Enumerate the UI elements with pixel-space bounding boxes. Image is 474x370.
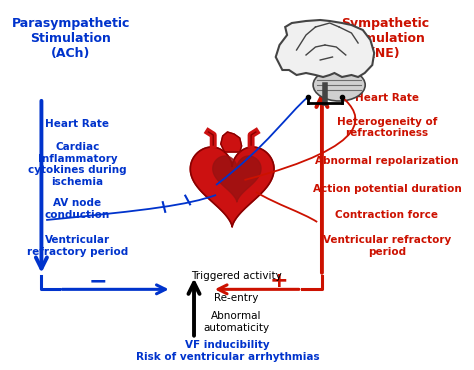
Text: VF inducibility
Risk of ventricular arrhythmias: VF inducibility Risk of ventricular arrh… [136, 340, 319, 361]
Polygon shape [191, 147, 274, 227]
Text: AV node
conduction: AV node conduction [45, 198, 110, 220]
Text: Abnormal repolarization: Abnormal repolarization [315, 156, 459, 166]
Text: Parasympathetic
Stimulation
(ACh): Parasympathetic Stimulation (ACh) [11, 17, 130, 60]
Ellipse shape [313, 69, 365, 101]
Polygon shape [213, 156, 261, 202]
Text: Action potential duration: Action potential duration [313, 184, 461, 194]
Text: Ventricular refractory
period: Ventricular refractory period [323, 235, 451, 257]
Polygon shape [276, 20, 374, 77]
Text: Ventricular
refractory period: Ventricular refractory period [27, 235, 128, 257]
Text: −: − [88, 271, 107, 291]
Text: Abnormal
automaticity: Abnormal automaticity [204, 311, 270, 333]
Text: Heart Rate: Heart Rate [355, 93, 419, 103]
Text: Re-entry: Re-entry [214, 293, 259, 303]
Text: Heart Rate: Heart Rate [46, 119, 109, 129]
Polygon shape [221, 132, 242, 152]
Text: +: + [270, 271, 289, 291]
Text: Sympathetic
Stimulation
(NE): Sympathetic Stimulation (NE) [341, 17, 429, 60]
Text: Cardiac
Inflammatory
cytokines during
ischemia: Cardiac Inflammatory cytokines during is… [28, 142, 127, 187]
Text: Triggered activity: Triggered activity [191, 270, 282, 281]
Text: Contraction force: Contraction force [336, 209, 438, 220]
Text: Heterogeneity of
refractoriness: Heterogeneity of refractoriness [337, 117, 437, 138]
